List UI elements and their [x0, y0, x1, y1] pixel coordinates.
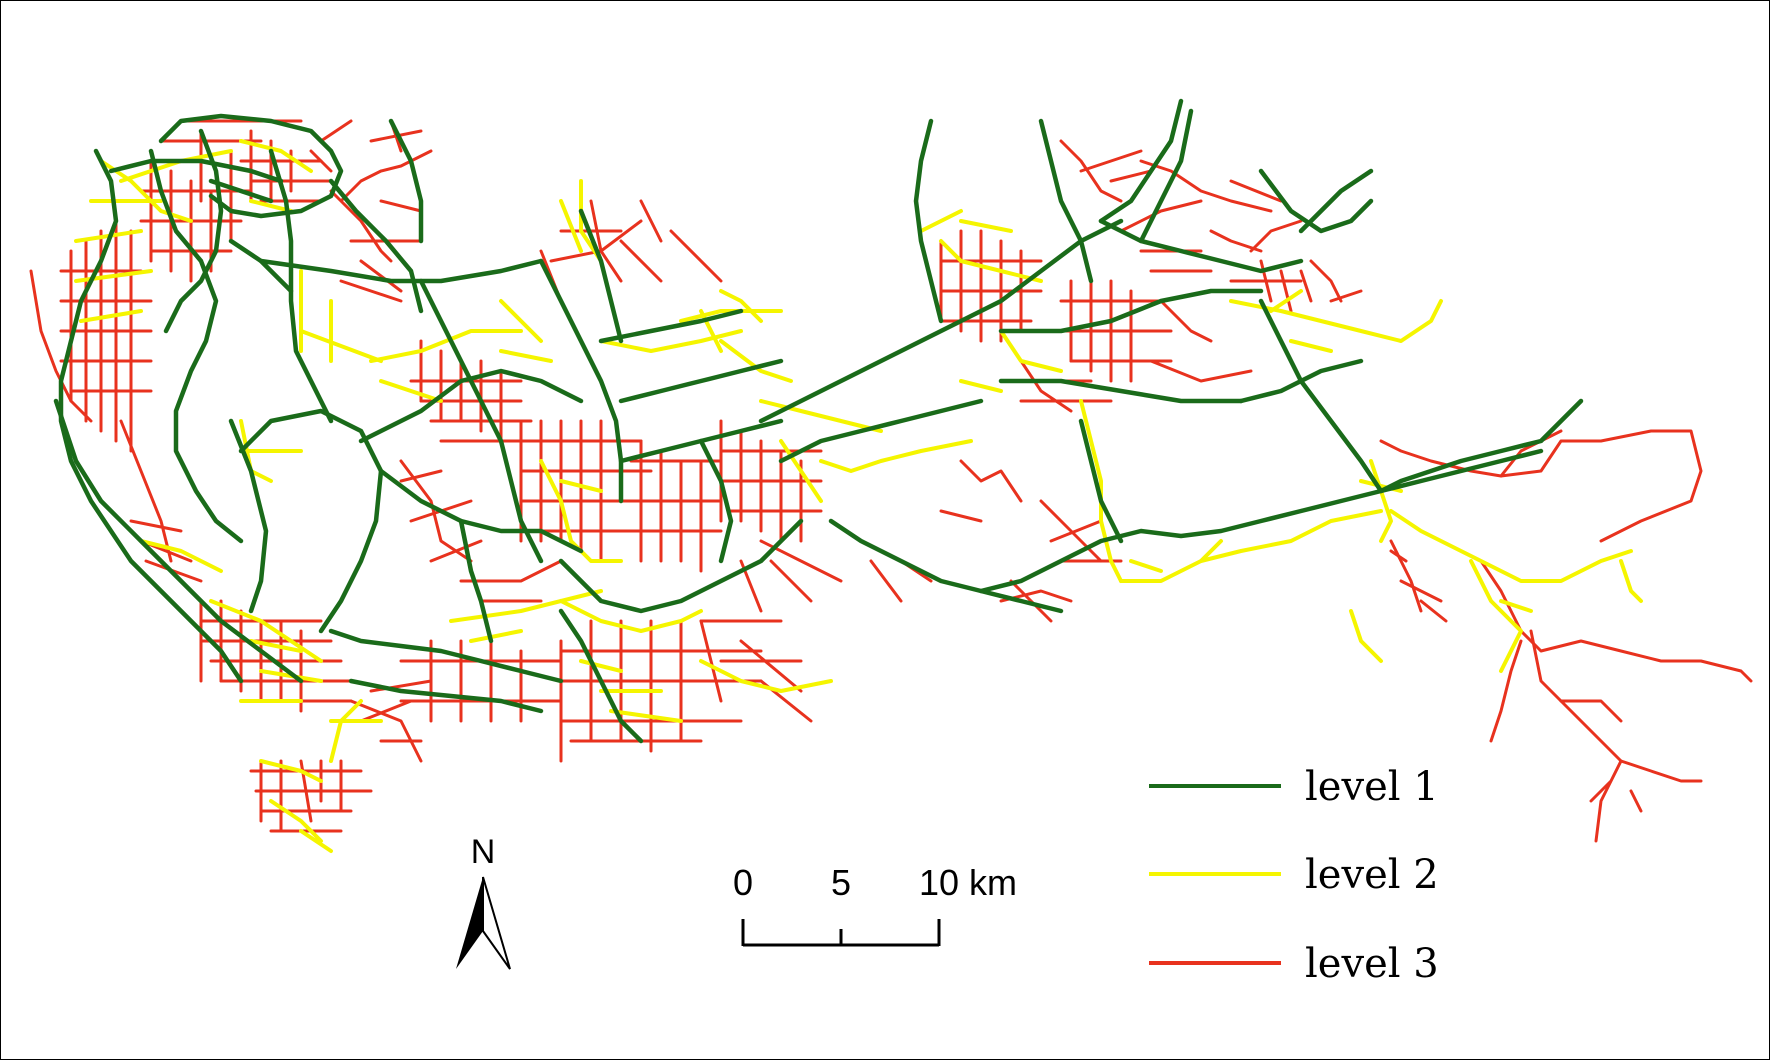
- legend-label-level-3: level 3: [1305, 941, 1439, 987]
- legend-item-level-1: level 1: [1149, 764, 1439, 810]
- scale-label-0: 0: [733, 862, 753, 903]
- legend-label-level-1: level 1: [1305, 764, 1439, 810]
- legend-label-level-2: level 2: [1305, 852, 1439, 898]
- scale-bar: 0 5 10 km: [733, 862, 1017, 947]
- legend: level 1 level 2 level 3: [1149, 764, 1439, 987]
- north-arrow-icon: [456, 876, 511, 970]
- level-1-roads: [53, 98, 1584, 744]
- level-2-roads: [74, 139, 1643, 853]
- legend-item-level-3: level 3: [1149, 941, 1439, 987]
- north-label: N: [471, 833, 496, 871]
- north-arrow: N: [456, 833, 511, 970]
- scale-label-10: 10 km: [919, 862, 1017, 903]
- scale-label-5: 5: [831, 862, 851, 903]
- legend-item-level-2: level 2: [1149, 852, 1439, 898]
